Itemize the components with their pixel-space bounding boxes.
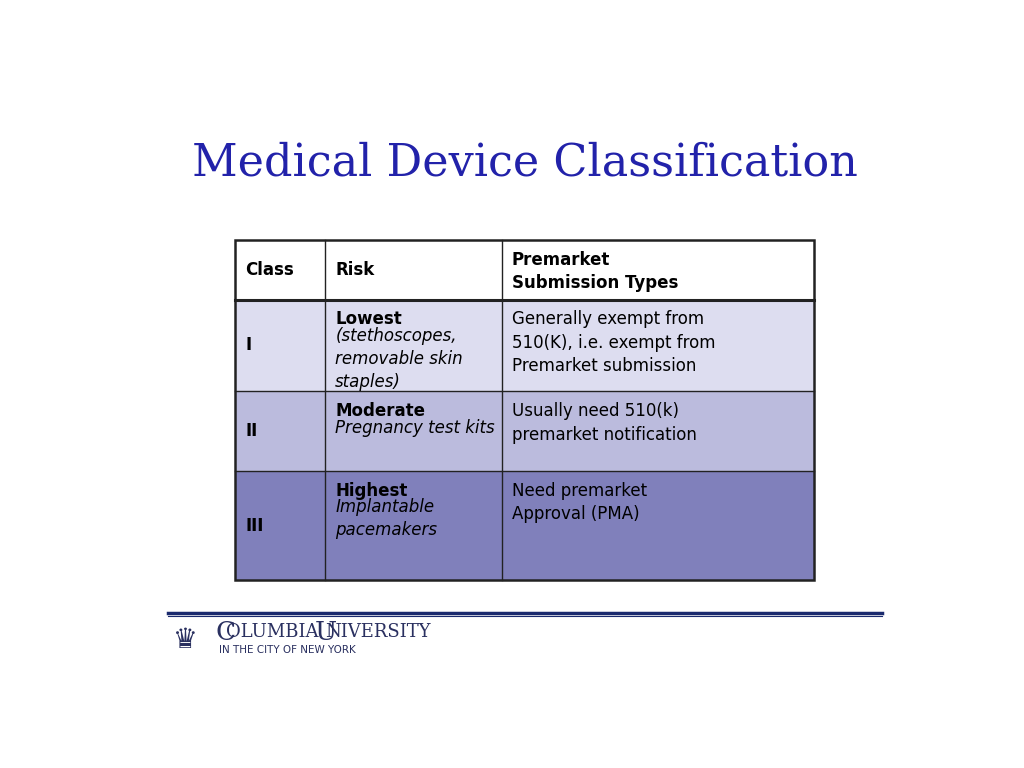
Text: OLUMBIA: OLUMBIA [225,623,330,641]
Text: Generally exempt from
510(K), i.e. exempt from
Premarket submission: Generally exempt from 510(K), i.e. exemp… [512,310,716,376]
Text: Risk: Risk [335,261,375,279]
Text: III: III [246,517,264,535]
Text: Highest: Highest [335,482,408,500]
Text: ♛: ♛ [173,627,198,654]
Text: Class: Class [246,261,294,279]
Text: NIVERSITY: NIVERSITY [325,623,430,641]
Text: (stethoscopes,
removable skin
staples): (stethoscopes, removable skin staples) [335,326,463,390]
Text: Premarket
Submission Types: Premarket Submission Types [512,250,678,293]
Text: Usually need 510(k)
premarket notification: Usually need 510(k) premarket notificati… [512,402,696,444]
Bar [236,240,814,580]
Text: Need premarket
Approval (PMA): Need premarket Approval (PMA) [512,482,647,524]
Text: Pregnancy test kits: Pregnancy test kits [335,419,495,436]
Bar [236,300,814,392]
Bar [236,472,814,580]
Text: Lowest: Lowest [335,310,402,328]
Bar [236,392,814,472]
Text: Medical Device Classification: Medical Device Classification [191,141,858,185]
Text: Implantable
pacemakers: Implantable pacemakers [335,498,437,539]
Text: Moderate: Moderate [335,402,425,420]
Text: U: U [314,620,337,644]
Text: II: II [246,422,258,440]
Text: C: C [215,620,236,644]
Bar [236,240,814,300]
Text: I: I [246,336,252,354]
Text: IN THE CITY OF NEW YORK: IN THE CITY OF NEW YORK [219,645,356,655]
